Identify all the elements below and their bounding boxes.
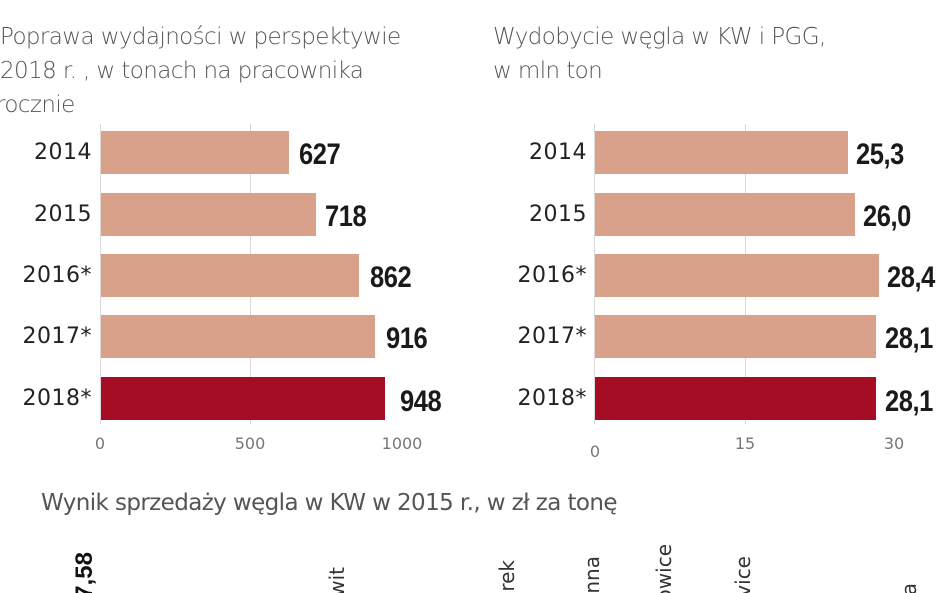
row-label: 2014	[34, 140, 92, 165]
category-label: irek	[495, 559, 519, 593]
tick-label: 500	[234, 434, 266, 453]
category-label: wit	[325, 567, 349, 593]
bar-2015	[101, 193, 316, 236]
bar-2016	[101, 254, 359, 297]
row-label: 2014	[529, 140, 587, 165]
category-label: owice	[652, 543, 676, 593]
bar-2018	[595, 377, 876, 420]
title-line: rocznie	[0, 92, 75, 118]
value-label: 916	[386, 322, 428, 355]
tick-label: 1000	[381, 434, 423, 453]
gridline-0	[100, 124, 101, 424]
row-label: 2016*	[22, 263, 92, 288]
value-label: 948	[400, 385, 442, 418]
value-label: 26,0	[863, 200, 911, 233]
bar-2014	[101, 131, 289, 174]
row-label: 2018*	[517, 386, 587, 411]
row-label: 2018*	[22, 386, 92, 411]
title-line: w mln ton	[493, 58, 603, 84]
row-label: 2017*	[517, 324, 587, 349]
bar-2017	[595, 315, 876, 358]
category-label: vice	[731, 556, 755, 593]
value-label: 28,1	[885, 322, 933, 355]
value-label: 862	[370, 261, 412, 294]
gridline-0	[594, 124, 595, 424]
title-line: 2018 r. , w tonach na pracownika	[0, 58, 364, 84]
category-label: Anna	[580, 555, 604, 593]
category-label: a	[897, 582, 921, 593]
title-line: Poprawa wydajności w perspektywie	[0, 24, 401, 50]
tick-label: 0	[94, 434, 106, 453]
tick-label: 15	[734, 434, 756, 453]
row-label: 2015	[529, 202, 587, 227]
bar-2015	[595, 193, 855, 236]
value-label: 7,58	[71, 552, 98, 593]
row-label: 2015	[34, 202, 92, 227]
value-label: 627	[299, 138, 341, 171]
right-chart-title: Wydobycie węgla w KW i PGG, w mln ton	[493, 20, 826, 88]
bar-2014	[595, 131, 848, 174]
bottom-chart-title: Wynik sprzedaży węgla w KW w 2015 r., w …	[41, 490, 617, 516]
row-label: 2017*	[22, 324, 92, 349]
bar-2018	[101, 377, 385, 420]
left-chart-title: Poprawa wydajności w perspektywie 2018 r…	[0, 20, 401, 122]
bar-2017	[101, 315, 375, 358]
value-label: 28,4	[887, 261, 935, 294]
row-label: 2016*	[517, 263, 587, 288]
tick-label: 0	[589, 442, 601, 461]
bottom-labels: 7,58 wit irek Anna owice vice a	[0, 530, 948, 593]
tick-label: 30	[883, 434, 905, 453]
value-label: 25,3	[856, 138, 904, 171]
value-label: 718	[325, 200, 367, 233]
bar-2016	[595, 254, 879, 297]
value-label: 28,1	[885, 385, 933, 418]
title-line: Wydobycie węgla w KW i PGG,	[493, 24, 826, 50]
